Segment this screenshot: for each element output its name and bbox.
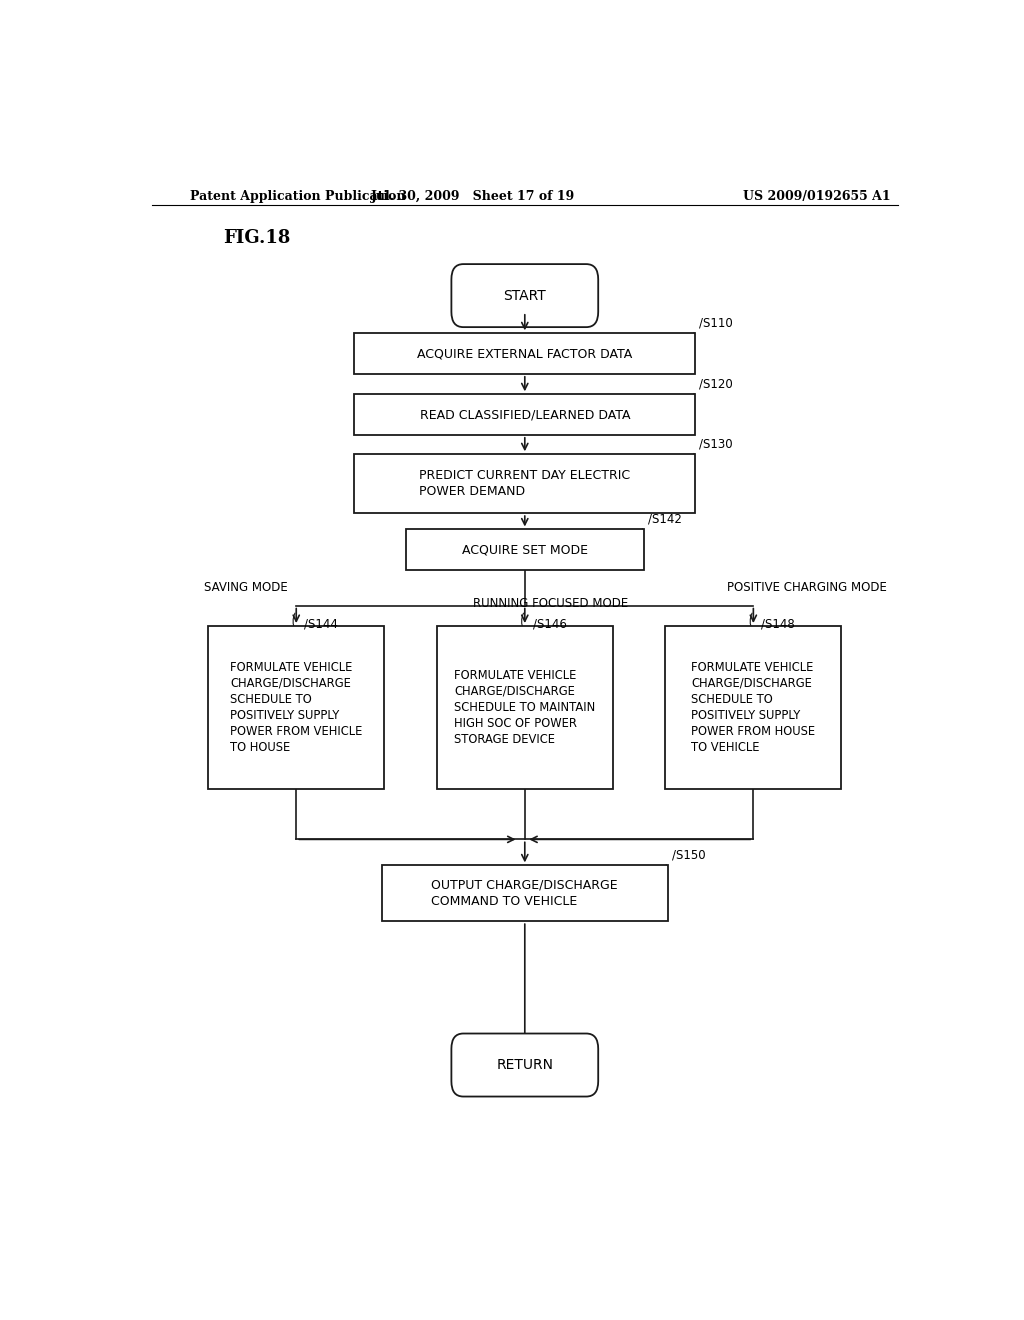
Text: FORMULATE VEHICLE
CHARGE/DISCHARGE
SCHEDULE TO MAINTAIN
HIGH SOC OF POWER
STORAG: FORMULATE VEHICLE CHARGE/DISCHARGE SCHED… — [455, 669, 595, 746]
Text: /S150: /S150 — [672, 849, 706, 862]
Text: ACQUIRE SET MODE: ACQUIRE SET MODE — [462, 544, 588, 556]
FancyBboxPatch shape — [452, 1034, 598, 1097]
Text: /S146: /S146 — [532, 618, 566, 631]
Bar — [354, 395, 695, 434]
Text: Patent Application Publication: Patent Application Publication — [189, 190, 406, 203]
Text: /S120: /S120 — [699, 378, 733, 391]
Text: START: START — [504, 289, 546, 302]
Text: /S110: /S110 — [699, 317, 733, 330]
Text: FORMULATE VEHICLE
CHARGE/DISCHARGE
SCHEDULE TO
POSITIVELY SUPPLY
POWER FROM VEHI: FORMULATE VEHICLE CHARGE/DISCHARGE SCHED… — [230, 661, 362, 754]
Bar — [666, 626, 842, 788]
Bar — [208, 626, 384, 788]
Text: /S144: /S144 — [304, 618, 338, 631]
FancyBboxPatch shape — [452, 264, 598, 327]
Text: Jul. 30, 2009   Sheet 17 of 19: Jul. 30, 2009 Sheet 17 of 19 — [371, 190, 575, 203]
Bar — [382, 866, 668, 921]
Text: FORMULATE VEHICLE
CHARGE/DISCHARGE
SCHEDULE TO
POSITIVELY SUPPLY
POWER FROM HOUS: FORMULATE VEHICLE CHARGE/DISCHARGE SCHED… — [691, 661, 815, 754]
Bar — [406, 529, 644, 570]
Text: POSITIVE CHARGING MODE: POSITIVE CHARGING MODE — [727, 581, 887, 594]
Text: RUNNING FOCUSED MODE: RUNNING FOCUSED MODE — [473, 597, 629, 610]
Text: US 2009/0192655 A1: US 2009/0192655 A1 — [743, 190, 891, 203]
Text: READ CLASSIFIED/LEARNED DATA: READ CLASSIFIED/LEARNED DATA — [420, 408, 630, 421]
Text: /S142: /S142 — [648, 512, 682, 525]
Text: PREDICT CURRENT DAY ELECTRIC
POWER DEMAND: PREDICT CURRENT DAY ELECTRIC POWER DEMAN… — [419, 469, 631, 498]
Bar — [436, 626, 613, 788]
Text: /S130: /S130 — [699, 437, 733, 450]
Bar — [354, 333, 695, 374]
Text: ACQUIRE EXTERNAL FACTOR DATA: ACQUIRE EXTERNAL FACTOR DATA — [417, 347, 633, 360]
Bar — [354, 454, 695, 513]
Text: /S148: /S148 — [761, 618, 795, 631]
Text: OUTPUT CHARGE/DISCHARGE
COMMAND TO VEHICLE: OUTPUT CHARGE/DISCHARGE COMMAND TO VEHIC… — [431, 879, 618, 908]
Text: FIG.18: FIG.18 — [223, 228, 291, 247]
Text: RETURN: RETURN — [497, 1059, 553, 1072]
Text: SAVING MODE: SAVING MODE — [204, 581, 288, 594]
